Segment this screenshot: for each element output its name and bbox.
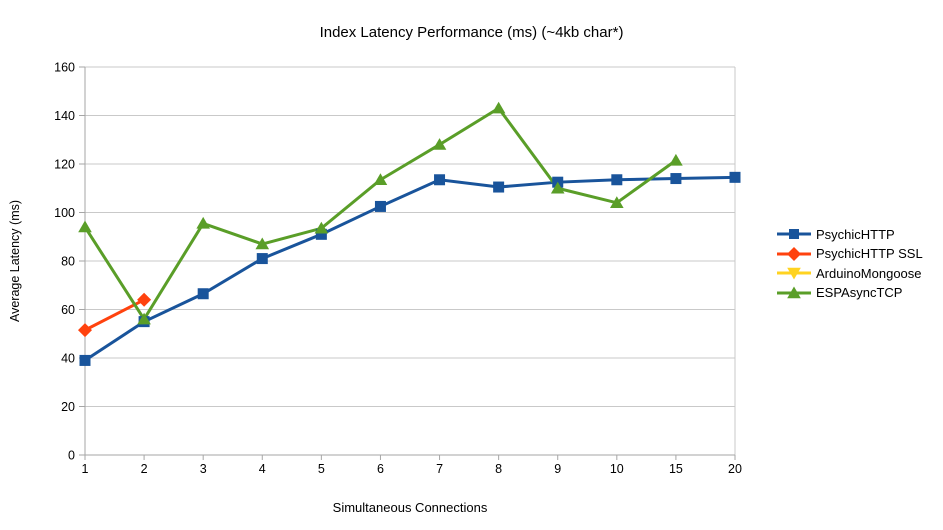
- x-axis-title: Simultaneous Connections: [332, 500, 488, 515]
- x-tick-label: 1: [82, 462, 89, 476]
- marker-psychichttp: [79, 354, 91, 366]
- x-tick-label: 6: [377, 462, 384, 476]
- marker-psychichttp-ssl: [78, 323, 92, 338]
- marker-espasynctcp: [196, 216, 210, 229]
- legend-marker-icon-psychichttp-ssl: [777, 246, 811, 261]
- y-tick-label: 160: [54, 61, 75, 75]
- x-tick-label: 2: [141, 462, 148, 476]
- y-tick-label: 60: [61, 303, 75, 317]
- marker-psychichttp: [493, 181, 505, 193]
- legend-label-psychichttp-ssl: PsychicHTTP SSL: [816, 246, 923, 262]
- marker-psychichttp: [197, 288, 209, 300]
- marker-psychichttp: [374, 200, 386, 212]
- legend-marker: [789, 229, 799, 240]
- legend-label-psychichttp: PsychicHTTP: [816, 226, 895, 242]
- y-tick-label: 20: [61, 400, 75, 414]
- legend-marker: [787, 268, 801, 280]
- x-tick-label: 9: [554, 462, 561, 476]
- marker-psychichttp: [611, 174, 623, 186]
- legend-marker: [787, 246, 801, 261]
- x-tick-label: 4: [259, 462, 266, 476]
- legend-item-psychichttp-ssl: PsychicHTTP SSL: [777, 246, 923, 262]
- marker-psychichttp-ssl: [137, 292, 152, 307]
- marker-espasynctcp: [137, 312, 151, 325]
- marker-espasynctcp: [373, 173, 388, 185]
- x-tick-label: 3: [200, 462, 207, 476]
- marker-espasynctcp: [610, 196, 624, 208]
- y-tick-label: 40: [61, 352, 75, 366]
- y-axis-title: Average Latency (ms): [8, 199, 22, 323]
- marker-espasynctcp: [432, 138, 447, 150]
- marker-psychichttp: [315, 228, 327, 240]
- marker-espasynctcp: [78, 220, 92, 233]
- legend-marker-icon-arduinomongoose: [777, 268, 811, 280]
- y-tick-label: 0: [68, 449, 75, 463]
- x-tick-label: 15: [669, 462, 683, 476]
- x-tick-label: 5: [318, 462, 325, 476]
- marker-espasynctcp: [550, 181, 565, 194]
- x-tick-label: 8: [495, 462, 502, 476]
- legend-label-espasynctcp: ESPAsyncTCP: [816, 285, 903, 301]
- y-tick-label: 120: [54, 158, 75, 172]
- marker-psychichttp: [729, 171, 741, 183]
- chart-legend: PsychicHTTP PsychicHTTP SSL ArduinoMongoos…: [777, 227, 923, 300]
- legend-marker: [787, 286, 801, 298]
- legend-item-espasynctcp: ESPAsyncTCP: [777, 285, 923, 301]
- x-tick-label: 10: [610, 462, 624, 476]
- marker-psychichttp: [670, 173, 682, 185]
- marker-psychichttp: [434, 174, 446, 186]
- marker-espasynctcp: [669, 153, 683, 166]
- y-tick-label: 80: [61, 255, 75, 269]
- chart-title: Index Latency Performance (ms) (~4kb cha…: [319, 24, 624, 41]
- y-tick-label: 140: [54, 109, 75, 123]
- x-tick-label: 20: [728, 462, 742, 476]
- series-line-psychichttp: [84, 175, 736, 362]
- legend-label-arduinomongoose: ArduinoMongoose: [816, 265, 922, 281]
- series-line-espasynctcp: [83, 106, 677, 323]
- legend-item-arduinomongoose: ArduinoMongoose: [777, 266, 923, 281]
- marker-espasynctcp: [491, 101, 506, 114]
- legend-marker-icon-espasynctcp: [777, 286, 811, 298]
- marker-psychichttp: [256, 253, 268, 265]
- y-tick-label: 100: [54, 206, 75, 220]
- marker-espasynctcp: [314, 221, 329, 234]
- legend-marker-icon-psychichttp: [777, 229, 811, 240]
- legend-item-psychichttp: PsychicHTTP: [777, 227, 923, 242]
- x-tick-label: 7: [436, 462, 443, 476]
- marker-espasynctcp: [255, 237, 270, 250]
